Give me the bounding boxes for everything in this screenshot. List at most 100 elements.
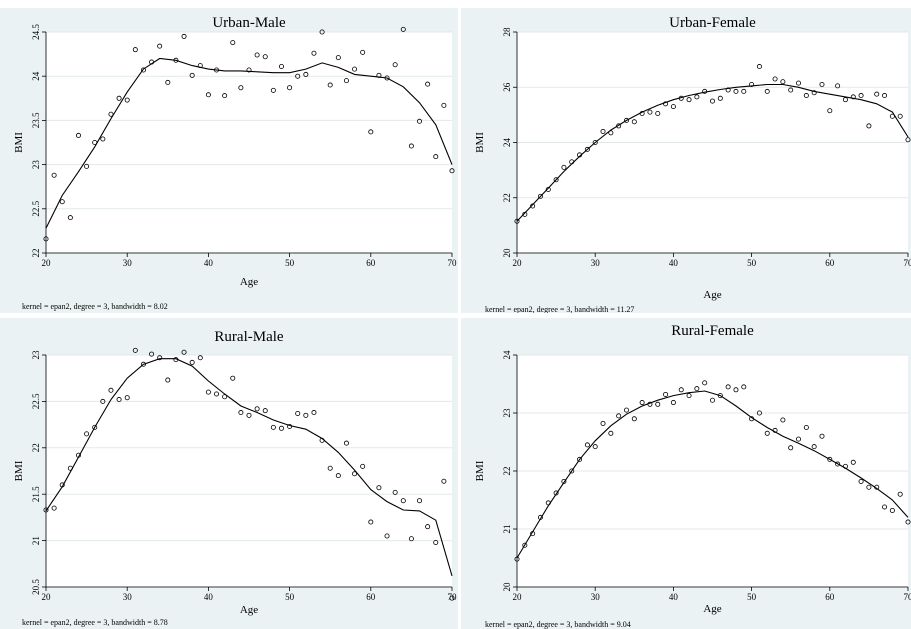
rural-female-x-tick-label: 40	[669, 592, 679, 602]
rural-male-y-tick-label: 21	[31, 536, 41, 545]
rural-male-data-point	[425, 524, 431, 530]
urban-male-y-tick-label: 23.5	[31, 112, 41, 128]
rural-female-x-tick-label: 20	[513, 592, 523, 602]
urban-female-data-point	[694, 94, 700, 100]
rural-female-data-point	[796, 436, 802, 442]
urban-female-data-point	[663, 101, 669, 107]
urban-male-y-tick-label: 22.5	[31, 200, 41, 216]
rural-male-data-point	[433, 539, 439, 545]
rural-male-data-point	[51, 505, 57, 511]
urban-female-data-point	[764, 88, 770, 94]
rural-female-x-tick-label: 60	[825, 592, 835, 602]
urban-female-data-point	[670, 104, 676, 110]
urban-male-data-point	[59, 199, 65, 205]
rural-male-data-point	[376, 485, 382, 491]
urban-female-fit-line	[516, 83, 909, 222]
rural-male-data-point	[368, 519, 374, 525]
rural-male-data-point	[230, 375, 236, 381]
rural-male-y-axis-label: BMI	[13, 460, 25, 481]
rural-female-data-point	[850, 459, 856, 465]
urban-male-data-point	[262, 54, 268, 60]
rural-male-data-point	[343, 440, 349, 446]
urban-male-x-tick-label: 60	[366, 258, 376, 268]
rural-female-data-point	[678, 387, 684, 393]
urban-female-data-point	[858, 93, 864, 99]
rural-male-data-point	[197, 355, 203, 361]
rural-male-chart-title: Rural-Male	[214, 329, 283, 345]
urban-male-data-point	[238, 85, 244, 91]
chart-panel-rural-female: 20 21 22 23 24 20 30 40 50 60 70 Rural-Female Age BMI…	[461, 318, 911, 629]
rural-male-data-point	[165, 377, 171, 383]
rural-male-x-axis-label: Age	[240, 604, 258, 616]
urban-female-data-point	[780, 79, 786, 85]
urban-female-x-tick-label: 40	[669, 258, 679, 268]
rural-female-data-point	[717, 393, 723, 399]
urban-male-data-point	[319, 29, 325, 35]
urban-male-y-tick-label: 22	[31, 249, 41, 258]
rural-female-data-point	[858, 478, 864, 484]
rural-male-x-tick-label: 20	[42, 592, 52, 602]
rural-male-x-tick-label: 40	[204, 592, 214, 602]
rural-female-y-tick-label: 21	[502, 525, 512, 534]
chart-svg-urban-male: 22 22.5 23 23.5 24 24.5 20 30 40 50 60 70 Urban-Male…	[13, 15, 457, 311]
urban-male-data-point	[124, 97, 130, 103]
urban-male-data-point	[75, 132, 81, 138]
rural-female-y-tick-label: 22	[502, 467, 512, 476]
rural-male-data-point	[116, 397, 122, 403]
rural-male-data-point	[132, 347, 138, 353]
rural-female-data-point	[694, 386, 700, 392]
rural-male-kernel-note: kernel = epan2, degree = 3, bandwidth = …	[22, 618, 168, 627]
urban-male-x-axis-label: Age	[240, 276, 258, 288]
urban-female-data-point	[717, 95, 723, 101]
urban-male-x-tick-label: 50	[285, 258, 295, 268]
rural-female-y-tick-label: 23	[502, 408, 512, 418]
urban-male-kernel-note: kernel = epan2, degree = 3, bandwidth = …	[22, 302, 168, 311]
urban-female-data-point	[796, 80, 802, 86]
rural-male-data-point	[449, 595, 455, 601]
rural-male-y-tick-label: 22.5	[31, 393, 41, 409]
rural-male-data-point	[205, 389, 211, 395]
rural-female-data-point	[764, 430, 770, 436]
rural-female-data-point	[866, 484, 872, 490]
rural-female-data-point	[577, 456, 583, 462]
urban-female-data-point	[874, 91, 880, 97]
urban-male-data-point	[270, 87, 276, 93]
rural-male-data-point	[311, 410, 317, 416]
urban-female-x-tick-label: 70	[904, 258, 911, 268]
urban-male-data-point	[181, 33, 187, 39]
rural-male-y-tick-label: 22	[31, 443, 41, 452]
urban-male-data-point	[254, 52, 260, 58]
rural-female-x-tick-label: 50	[747, 592, 757, 602]
rural-female-y-tick-label: 20	[502, 582, 512, 592]
urban-male-data-point	[140, 67, 146, 73]
urban-female-x-tick-label: 20	[513, 258, 523, 268]
urban-male-data-point	[205, 92, 211, 98]
rural-female-data-point	[686, 393, 692, 399]
urban-male-data-point	[417, 118, 423, 124]
urban-male-y-tick-label: 24.5	[31, 24, 41, 40]
urban-male-data-point	[246, 67, 252, 73]
rural-male-data-point	[140, 361, 146, 367]
urban-male-data-point	[360, 49, 366, 55]
urban-female-kernel-note: kernel = epan2, degree = 3, bandwidth = …	[485, 305, 634, 313]
urban-female-x-axis-label: Age	[703, 289, 721, 301]
rural-male-data-point	[238, 410, 244, 416]
urban-female-data-point	[803, 93, 809, 99]
rural-female-data-point	[725, 384, 731, 390]
urban-female-data-point	[600, 128, 606, 134]
chart-svg-rural-female: 20 21 22 23 24 20 30 40 50 60 70 Rural-Female Age BMI…	[474, 323, 911, 629]
urban-female-data-point	[561, 164, 567, 170]
rural-male-data-point	[84, 431, 90, 437]
rural-female-x-axis-label: Age	[703, 603, 721, 615]
urban-female-data-point	[905, 137, 911, 143]
urban-female-x-tick-label: 30	[591, 258, 601, 268]
urban-female-data-point	[741, 88, 747, 94]
chart-svg-urban-female: 20 22 24 26 28 20 30 40 50 60 70 Urban-Female Age BMI…	[474, 15, 911, 313]
rural-female-x-tick-label: 70	[904, 592, 911, 602]
rural-female-data-point	[639, 400, 645, 406]
urban-male-data-point	[278, 63, 284, 69]
rural-male-data-point	[149, 351, 155, 357]
rural-female-data-point	[882, 504, 888, 510]
urban-female-data-point	[772, 76, 778, 82]
rural-male-data-point	[335, 473, 341, 479]
